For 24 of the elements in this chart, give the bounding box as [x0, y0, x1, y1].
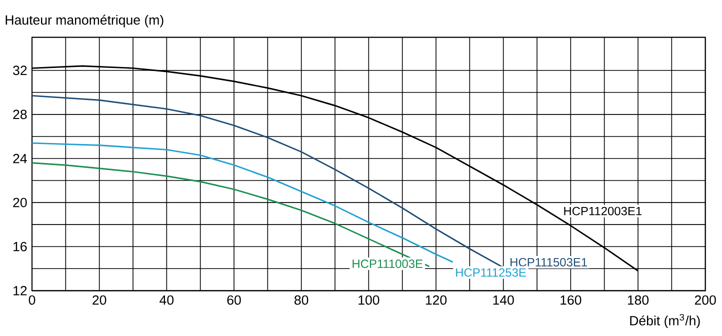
- y-tick-label: 24: [13, 154, 27, 164]
- y-tick-label: 12: [14, 286, 27, 296]
- series-label: HCP111003E: [352, 260, 422, 268]
- x-tick-label: 160: [560, 295, 582, 305]
- y-axis-title: Hauteur manométrique (m): [6, 14, 164, 28]
- y-tick-label: 32: [13, 66, 27, 76]
- x-axis-title: Débit (m$^{3}$/h): [630, 314, 700, 328]
- x-tick-label: 200: [694, 295, 716, 305]
- x-tick-label: 120: [426, 295, 447, 305]
- series-label: HCP111503E1: [510, 258, 587, 266]
- series-label: HCP112003E1: [564, 206, 642, 216]
- x-tick-label: 140: [493, 295, 514, 305]
- line-series: [31, 162, 430, 268]
- x-tick-label: 0: [28, 295, 36, 305]
- x-tick-label: 20: [92, 295, 106, 305]
- y-tick-label: 28: [13, 110, 27, 120]
- x-tick-label: 180: [628, 295, 649, 305]
- series-label: HCP111253E: [456, 268, 526, 277]
- y-tick-label: 20: [13, 198, 27, 208]
- y-tick-label: 16: [14, 242, 27, 252]
- x-tick-label: 60: [227, 295, 241, 305]
- x-tick-label: 80: [294, 295, 308, 305]
- x-tick-label: 100: [358, 295, 380, 305]
- x-tick-label: 40: [160, 295, 174, 305]
